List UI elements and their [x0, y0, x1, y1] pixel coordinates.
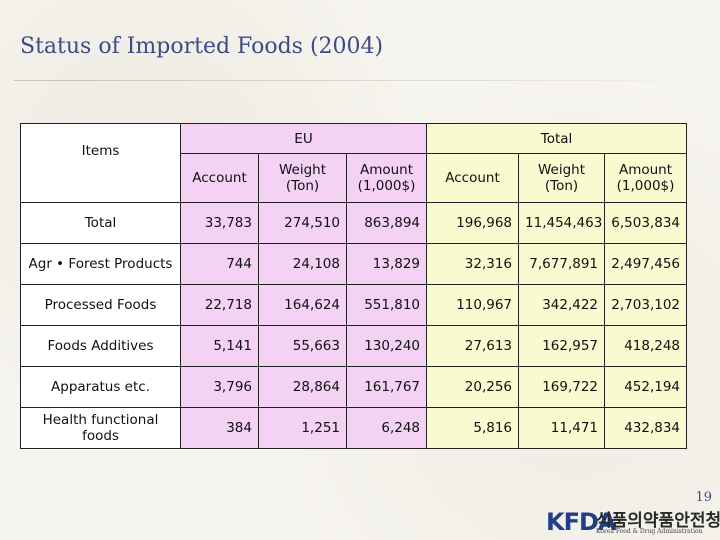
total-amount-cell: 432,834	[604, 407, 688, 449]
total-account-cell: 5,816	[426, 407, 520, 449]
items-header: Items	[20, 123, 181, 203]
total-amount-cell: 6,503,834	[604, 202, 688, 244]
eu-weight-header: Weight (Ton)	[258, 153, 347, 203]
total-weight-cell: 7,677,891	[518, 243, 606, 285]
kfda-logo-mark: KFDA	[546, 508, 616, 536]
kfda-logo: KFDA 식품의약품안전청 Korea Food & Drug Administ…	[546, 506, 720, 538]
eu-weight-cell: 164,624	[258, 284, 347, 326]
row-item-label: Total	[20, 202, 181, 244]
total-weight-cell: 342,422	[518, 284, 606, 326]
eu-account-cell: 5,141	[180, 325, 259, 367]
eu-weight-cell: 55,663	[258, 325, 347, 367]
kfda-logo-english: Korea Food & Drug Administration	[596, 528, 703, 535]
eu-amount-cell: 13,829	[345, 243, 428, 285]
imports-table-container: Items EU Total Account Weight (Ton) Amoun…	[20, 123, 688, 449]
total-weight-cell: 11,471	[518, 407, 606, 449]
total-account-cell: 110,967	[426, 284, 520, 326]
eu-account-cell: 3,796	[180, 366, 259, 408]
total-account-cell: 20,256	[426, 366, 520, 408]
total-amount-cell: 452,194	[604, 366, 688, 408]
eu-amount-cell: 161,767	[345, 366, 428, 408]
total-account-cell: 32,316	[426, 243, 520, 285]
table-row: Processed Foods 22,718 164,624 551,810 1…	[20, 284, 688, 326]
total-account-cell: 27,613	[426, 325, 520, 367]
table-row: Apparatus etc. 3,796 28,864 161,767 20,2…	[20, 366, 688, 408]
row-item-label: Apparatus etc.	[20, 366, 181, 408]
total-amount-cell: 2,703,102	[604, 284, 688, 326]
page-number: 19	[695, 490, 712, 505]
total-amount-cell: 2,497,456	[604, 243, 688, 285]
eu-group-header: EU	[179, 123, 428, 154]
row-item-label: Agr • Forest Products	[20, 243, 181, 285]
table-row: Agr • Forest Products 744 24,108 13,829 …	[20, 243, 688, 285]
page-title: Status of Imported Foods (2004)	[20, 34, 384, 59]
eu-account-cell: 384	[180, 407, 259, 449]
eu-amount-header: Amount (1,000$)	[345, 153, 428, 203]
eu-account-header: Account	[180, 153, 259, 203]
total-amount-cell: 418,248	[604, 325, 688, 367]
total-account-cell: 196,968	[426, 202, 520, 244]
items-header-label: Items	[81, 143, 120, 159]
kfda-logo-korean: 식품의약품안전청	[596, 511, 720, 531]
eu-amount-cell: 130,240	[345, 325, 428, 367]
eu-account-cell: 22,718	[180, 284, 259, 326]
row-item-label: Foods Additives	[20, 325, 181, 367]
table-row: Total 33,783 274,510 863,894 196,968 11,…	[20, 202, 688, 244]
total-amount-header: Amount (1,000$)	[604, 153, 688, 203]
eu-account-cell: 33,783	[180, 202, 259, 244]
imports-table: Items EU Total Account Weight (Ton) Amoun…	[20, 123, 688, 449]
eu-amount-cell: 863,894	[345, 202, 428, 244]
table-row: Foods Additives 5,141 55,663 130,240 27,…	[20, 325, 688, 367]
eu-weight-cell: 28,864	[258, 366, 347, 408]
total-group-header: Total	[426, 123, 688, 154]
row-item-label: Health functional foods	[20, 407, 181, 449]
eu-account-cell: 744	[180, 243, 259, 285]
title-divider	[14, 80, 704, 81]
total-weight-cell: 169,722	[518, 366, 606, 408]
total-weight-header: Weight (Ton)	[518, 153, 606, 203]
total-account-header: Account	[426, 153, 520, 203]
eu-weight-cell: 274,510	[258, 202, 347, 244]
table-row: Health functional foods 384 1,251 6,248 5…	[20, 407, 688, 449]
total-weight-cell: 162,957	[518, 325, 606, 367]
row-item-label: Processed Foods	[20, 284, 181, 326]
eu-weight-cell: 1,251	[258, 407, 347, 449]
total-weight-cell: 11,454,463	[518, 202, 606, 244]
eu-amount-cell: 6,248	[345, 407, 428, 449]
eu-weight-cell: 24,108	[258, 243, 347, 285]
eu-amount-cell: 551,810	[345, 284, 428, 326]
